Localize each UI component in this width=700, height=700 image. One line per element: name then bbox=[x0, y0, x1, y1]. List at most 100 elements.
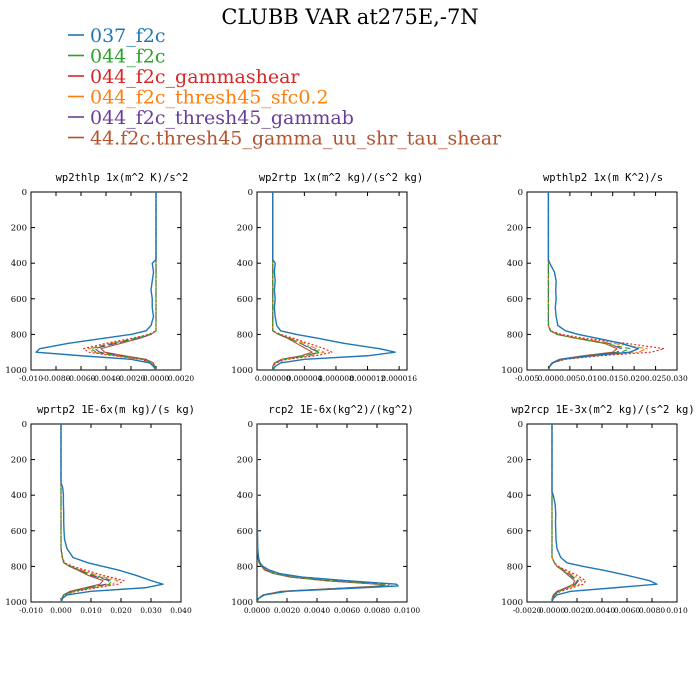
x-tick-label: -0.0020 bbox=[117, 374, 146, 383]
x-tick-label: 0.000012 bbox=[350, 374, 386, 383]
x-tick-label: 0.0000 bbox=[539, 606, 565, 615]
series-line bbox=[90, 192, 157, 370]
y-tick-label: 1000 bbox=[5, 366, 27, 376]
series-line bbox=[257, 424, 389, 602]
x-tick-label: 0.0060 bbox=[334, 606, 360, 615]
x-tick-label: -0.010 bbox=[19, 374, 43, 383]
x-tick-label: 0.030 bbox=[140, 606, 162, 615]
y-tick-label: 600 bbox=[11, 295, 27, 305]
series-line bbox=[257, 424, 383, 602]
x-tick-label: 0.0080 bbox=[639, 606, 665, 615]
y-tick-label: 200 bbox=[507, 224, 523, 234]
legend-label: 037_f2c bbox=[90, 25, 166, 47]
y-tick-label: 0 bbox=[248, 420, 253, 430]
series-line bbox=[257, 424, 393, 602]
x-tick-label: 0.040 bbox=[170, 606, 192, 615]
y-tick-label: 800 bbox=[507, 562, 523, 572]
y-tick-label: 0 bbox=[22, 420, 27, 430]
legend-item: 044_f2c_thresh45_gammab bbox=[68, 107, 354, 129]
legend-item: 044_f2c_thresh45_sfc0.2 bbox=[68, 87, 329, 109]
x-tick-label: 0.025 bbox=[645, 374, 667, 383]
x-tick-label: -0.0060 bbox=[67, 374, 96, 383]
y-tick-label: 600 bbox=[507, 527, 523, 537]
figure-title: CLUBB VAR at275E,-7N bbox=[221, 5, 478, 29]
y-tick-label: 0 bbox=[248, 188, 253, 198]
x-tick-label: -0.0080 bbox=[42, 374, 71, 383]
panel: wp2rtp 1x(m^2 kg)/(s^2 kg) 0 200 400 600 800 1… bbox=[231, 172, 423, 383]
series-line bbox=[257, 424, 399, 602]
series-group bbox=[547, 192, 665, 370]
series-line bbox=[272, 192, 321, 370]
legend-item: 044_f2c_gammashear bbox=[68, 66, 300, 88]
y-tick-label: 400 bbox=[507, 491, 523, 501]
legend-label: 044_f2c_thresh45_gammab bbox=[90, 107, 354, 129]
series-line bbox=[35, 192, 157, 370]
series-line bbox=[100, 192, 157, 370]
x-tick-label: 0.0020 bbox=[168, 374, 194, 383]
x-tick-label: 0.005 bbox=[559, 374, 581, 383]
series-line bbox=[272, 192, 313, 370]
y-tick-label: 400 bbox=[237, 491, 253, 501]
y-tick-label: 200 bbox=[11, 456, 27, 466]
x-tick-label: 0.0040 bbox=[304, 606, 330, 615]
series-line bbox=[60, 424, 110, 602]
y-tick-label: 800 bbox=[11, 330, 27, 340]
panel-title: rcp2 1E-6x(kg^2)/(kg^2) bbox=[268, 404, 413, 416]
legend-item: 44.f2c.thresh45_gamma_uu_shr_tau_shear bbox=[68, 128, 502, 150]
y-tick-label: 400 bbox=[507, 259, 523, 269]
legend-label: 44.f2c.thresh45_gamma_uu_shr_tau_shear bbox=[90, 128, 502, 150]
y-tick-label: 600 bbox=[237, 527, 253, 537]
series-line bbox=[272, 192, 333, 370]
y-tick-label: 1000 bbox=[501, 598, 523, 608]
x-tick-label: 0.0040 bbox=[589, 606, 615, 615]
y-tick-label: 800 bbox=[11, 562, 27, 572]
series-line bbox=[551, 424, 578, 602]
x-tick-label: 0.000 bbox=[50, 606, 72, 615]
y-tick-label: 600 bbox=[507, 295, 523, 305]
x-tick-label: 0.0000 bbox=[143, 374, 169, 383]
panel-title: wp2rtp 1x(m^2 kg)/(s^2 kg) bbox=[259, 172, 423, 184]
x-tick-label: 0.030 bbox=[666, 374, 688, 383]
y-tick-label: 0 bbox=[518, 420, 523, 430]
panel-title: wprtp2 1E-6x(m kg)/(s kg) bbox=[37, 404, 195, 416]
x-tick-label: -0.010 bbox=[19, 606, 43, 615]
y-tick-label: 1000 bbox=[501, 366, 523, 376]
series-group bbox=[257, 424, 399, 602]
x-tick-label: 0.0020 bbox=[564, 606, 590, 615]
plot-frame bbox=[30, 191, 182, 371]
series-group bbox=[35, 192, 157, 370]
series-line bbox=[547, 192, 640, 370]
panel-title: wp2thlp 1x(m^2 K)/s^2 bbox=[56, 172, 189, 184]
x-tick-label: 0.000 bbox=[538, 374, 560, 383]
y-tick-label: 400 bbox=[11, 259, 27, 269]
panel: rcp2 1E-6x(kg^2)/(kg^2) 0 200 400 600 800 1000… bbox=[231, 404, 420, 615]
legend: 037_f2c044_f2c044_f2c_gammashear044_f2c_… bbox=[68, 25, 502, 150]
y-tick-label: 1000 bbox=[231, 366, 253, 376]
y-tick-label: 400 bbox=[237, 259, 253, 269]
legend-label: 044_f2c bbox=[90, 46, 166, 68]
series-group bbox=[551, 424, 658, 602]
x-tick-label: 0.0000 bbox=[244, 606, 270, 615]
plot-frame bbox=[526, 423, 678, 603]
x-tick-label: 0.010 bbox=[666, 606, 688, 615]
y-tick-label: 1000 bbox=[231, 598, 253, 608]
y-tick-label: 0 bbox=[22, 188, 27, 198]
plot-frame bbox=[256, 191, 408, 371]
panel: wprtp2 1E-6x(m kg)/(s kg) 0 200 400 600 800 10… bbox=[5, 404, 195, 615]
x-tick-label: 0.0080 bbox=[364, 606, 390, 615]
y-tick-label: 1000 bbox=[5, 598, 27, 608]
x-tick-label: -0.005 bbox=[515, 374, 539, 383]
panels-grid: wp2thlp 1x(m^2 K)/s^202004006008001000-0… bbox=[5, 172, 694, 615]
series-line bbox=[257, 424, 390, 602]
series-line bbox=[257, 424, 386, 602]
x-tick-label: 0.0020 bbox=[274, 606, 300, 615]
y-tick-label: 400 bbox=[11, 491, 27, 501]
y-tick-label: 200 bbox=[237, 224, 253, 234]
series-line bbox=[60, 424, 164, 602]
series-group bbox=[272, 192, 396, 370]
y-tick-label: 200 bbox=[507, 456, 523, 466]
x-tick-label: 0.0060 bbox=[614, 606, 640, 615]
x-tick-label: 0.010 bbox=[581, 374, 603, 383]
series-line bbox=[272, 192, 396, 370]
